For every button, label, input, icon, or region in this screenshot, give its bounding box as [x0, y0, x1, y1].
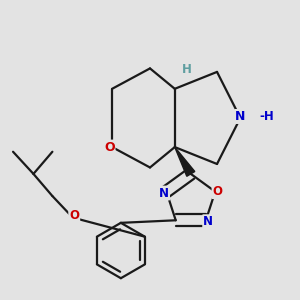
Polygon shape [175, 147, 195, 176]
Text: O: O [104, 141, 115, 154]
Text: N: N [203, 215, 213, 228]
Text: O: O [69, 209, 79, 222]
Text: N: N [159, 187, 169, 200]
Text: N: N [235, 110, 245, 123]
Text: -H: -H [259, 110, 274, 123]
Text: H: H [182, 63, 191, 76]
Text: O: O [212, 185, 223, 198]
